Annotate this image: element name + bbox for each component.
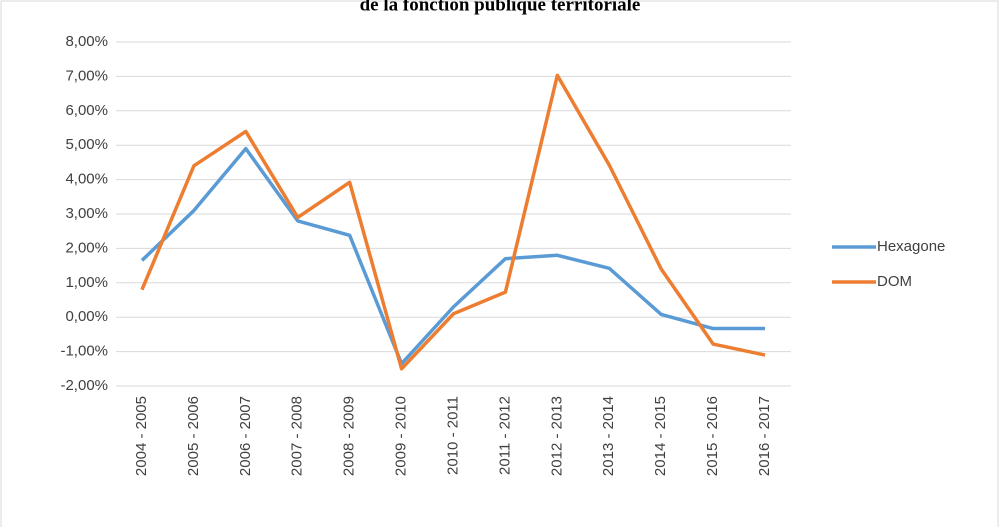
y-tick-label: 3,00% — [65, 205, 108, 222]
x-tick-label: 2010 - 2011 — [444, 396, 461, 475]
x-tick-label: 2009 - 2010 — [393, 396, 410, 476]
y-tick-label: -1,00% — [60, 343, 108, 360]
x-tick-label: 2011 - 2012 — [496, 396, 513, 475]
series-line — [140, 146, 766, 366]
x-tick-label: 2012 - 2013 — [548, 396, 565, 476]
y-tick-label: 2,00% — [65, 239, 108, 256]
x-tick-label: 2014 - 2015 — [652, 396, 669, 476]
y-tick-label: -2,00% — [60, 377, 108, 394]
x-tick-label: 2013 - 2014 — [600, 396, 617, 476]
x-tick-label: 2015 - 2016 — [704, 396, 721, 476]
y-tick-label: 1,00% — [65, 274, 108, 291]
y-tick-label: 6,00% — [65, 102, 108, 119]
y-tick-label: 5,00% — [65, 136, 108, 153]
x-tick-label: 2004 - 2005 — [133, 396, 150, 476]
legend-label: Hexagone — [877, 238, 945, 255]
y-tick-label: 7,00% — [65, 67, 108, 84]
series-line — [140, 73, 766, 371]
y-tick-label: 4,00% — [65, 171, 108, 188]
y-tick-label: 0,00% — [65, 308, 108, 325]
legend-label: DOM — [877, 273, 912, 290]
x-tick-label: 2007 - 2008 — [289, 396, 306, 476]
chart-title: de la fonction publique territoriale — [360, 0, 641, 15]
x-tick-label: 2005 - 2006 — [185, 396, 202, 476]
y-tick-label: 8,00% — [65, 33, 108, 50]
x-tick-label: 2008 - 2009 — [341, 396, 358, 476]
x-tick-label: 2006 - 2007 — [237, 396, 254, 476]
x-tick-label: 2016 - 2017 — [756, 396, 773, 476]
